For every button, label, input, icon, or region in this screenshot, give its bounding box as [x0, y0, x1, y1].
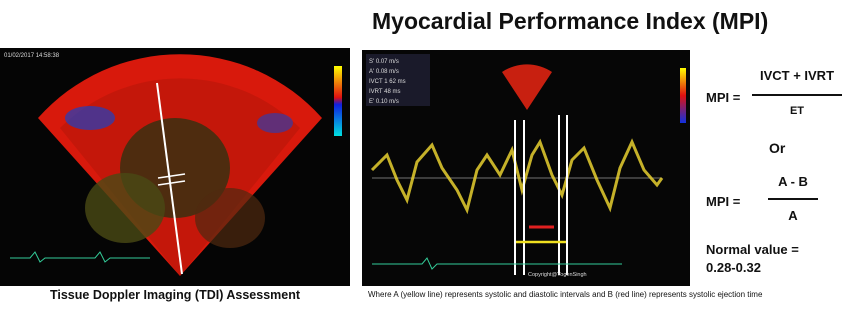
or-text: Or [769, 140, 785, 156]
denominator: ET [752, 105, 842, 117]
measurement: IVRT 48 ms [369, 89, 400, 95]
watermark: Copyright@YogenSingh [528, 272, 587, 278]
pulsed-tdi-image: S' 0.07 m/s A' 0.08 m/s IVCT 1 62 ms IVR… [362, 50, 690, 286]
slide-title: Myocardial Performance Index (MPI) [372, 8, 768, 35]
normal-range: 0.28-0.32 [706, 260, 761, 275]
timestamp: 01/02/2017 14:58:38 [4, 53, 60, 59]
measurement: S' 0.07 m/s [369, 59, 399, 65]
measurement: E' 0.10 m/s [369, 99, 399, 105]
measurement: A' 0.08 m/s [369, 69, 399, 75]
denominator: A [768, 208, 818, 223]
left-caption: Tissue Doppler Imaging (TDI) Assessment [0, 288, 350, 302]
formula-label: MPI = [706, 90, 740, 105]
slide: Myocardial Performance Index (MPI) 01/02… [0, 0, 867, 311]
formula-label: MPI = [706, 194, 740, 209]
numerator: A - B [768, 174, 818, 189]
tdi-image: 01/02/2017 14:58:38 [0, 48, 350, 286]
normal-value: Normal value = [706, 242, 799, 257]
measurement: IVCT 1 62 ms [369, 79, 406, 85]
numerator: IVCT + IVRT [752, 68, 842, 83]
fraction-bar [752, 94, 842, 96]
fraction-bar [768, 198, 818, 200]
right-caption: Where A (yellow line) represents systoli… [368, 290, 762, 299]
